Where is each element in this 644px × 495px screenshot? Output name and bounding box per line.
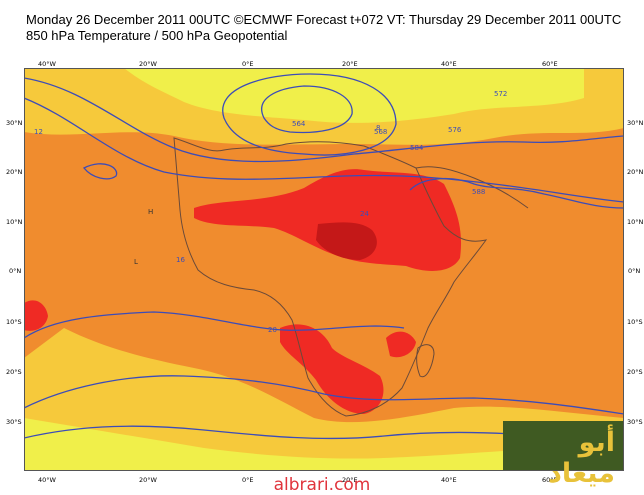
coastlines [173,137,529,417]
top-axis-20e: 20°E [342,60,358,68]
label-temp-24: 24 [360,210,369,218]
label-568: 568 [374,128,387,136]
right-axis-20s: 20°S [627,368,643,376]
right-axis-20n: 20°N [627,168,644,176]
right-axis-30s: 30°S [627,418,643,426]
label-temp-16: 16 [176,256,185,264]
label-576: 576 [448,126,462,134]
temp-band-12-south [24,328,624,471]
label-temp-20: 20 [268,326,277,334]
temp-band-8-north [124,68,584,123]
title-line-2: 850 hPa Temperature / 500 hPa Geopotenti… [26,28,288,43]
label-temp-8: 8 [376,124,380,132]
left-axis-20s: 20°S [6,368,22,376]
weather-map: 564 568 576 572 580 584 588 8 12 16 20 2… [24,68,624,471]
bottom-axis-0e: 0°E [242,476,254,484]
bottom-axis-20e: 20°E [342,476,358,484]
left-axis-30s: 30°S [6,418,22,426]
contour-564 [261,85,353,134]
left-axis-30n: 30°N [6,119,23,127]
contour-584-blob-west [82,163,118,180]
contour-580-south [24,375,624,415]
contour-576 [24,77,624,163]
left-axis-10s: 10°S [6,318,22,326]
top-axis-40w: 40°W [38,60,56,68]
high-marker: H [148,208,153,216]
temp-core-20-west [24,300,48,331]
low-marker: L [134,258,138,266]
temp-band-8-south [24,418,624,471]
top-axis-60e: 60°E [542,60,558,68]
label-584: 584 [410,144,424,152]
contour-568 [222,73,397,156]
top-axis-0e: 0°E [242,60,254,68]
contour-588-east [409,177,624,209]
bottom-axis-40e: 40°E [441,476,457,484]
temp-core-20-north-africa [194,169,462,271]
label-temp-12: 12 [34,128,43,136]
left-axis-10n: 10°N [6,218,23,226]
bottom-axis-20w: 20°W [139,476,157,484]
left-axis-20n: 20°N [6,168,23,176]
watermark-logo: أبو ميعاد [503,421,623,489]
title-line-1: Monday 26 December 2011 00UTC ©ECMWF For… [26,12,622,27]
contour-588-south [24,311,405,339]
right-axis-10n: 10°N [627,218,644,226]
temp-core-20-southern-africa [280,324,384,414]
label-564: 564 [292,120,306,128]
contour-584 [24,97,624,203]
top-axis-20w: 20°W [139,60,157,68]
right-axis-10s: 10°S [627,318,643,326]
right-axis-30n: 30°N [627,119,644,127]
bottom-axis-60e: 60°E [542,476,558,484]
top-axis-40e: 40°E [441,60,457,68]
right-axis-0n: 0°N [628,267,641,275]
left-axis-0n: 0°N [9,267,22,275]
watermark-site: albrari.com [273,475,371,495]
bottom-axis-40w: 40°W [38,476,56,484]
map-title: Monday 26 December 2011 00UTC ©ECMWF For… [26,12,621,44]
temp-core-24 [316,222,377,260]
temp-core-20-madagascar [386,331,416,358]
label-572: 572 [494,90,507,98]
label-588: 588 [472,188,485,196]
watermark-logo-text: أبو ميعاد [548,427,615,489]
